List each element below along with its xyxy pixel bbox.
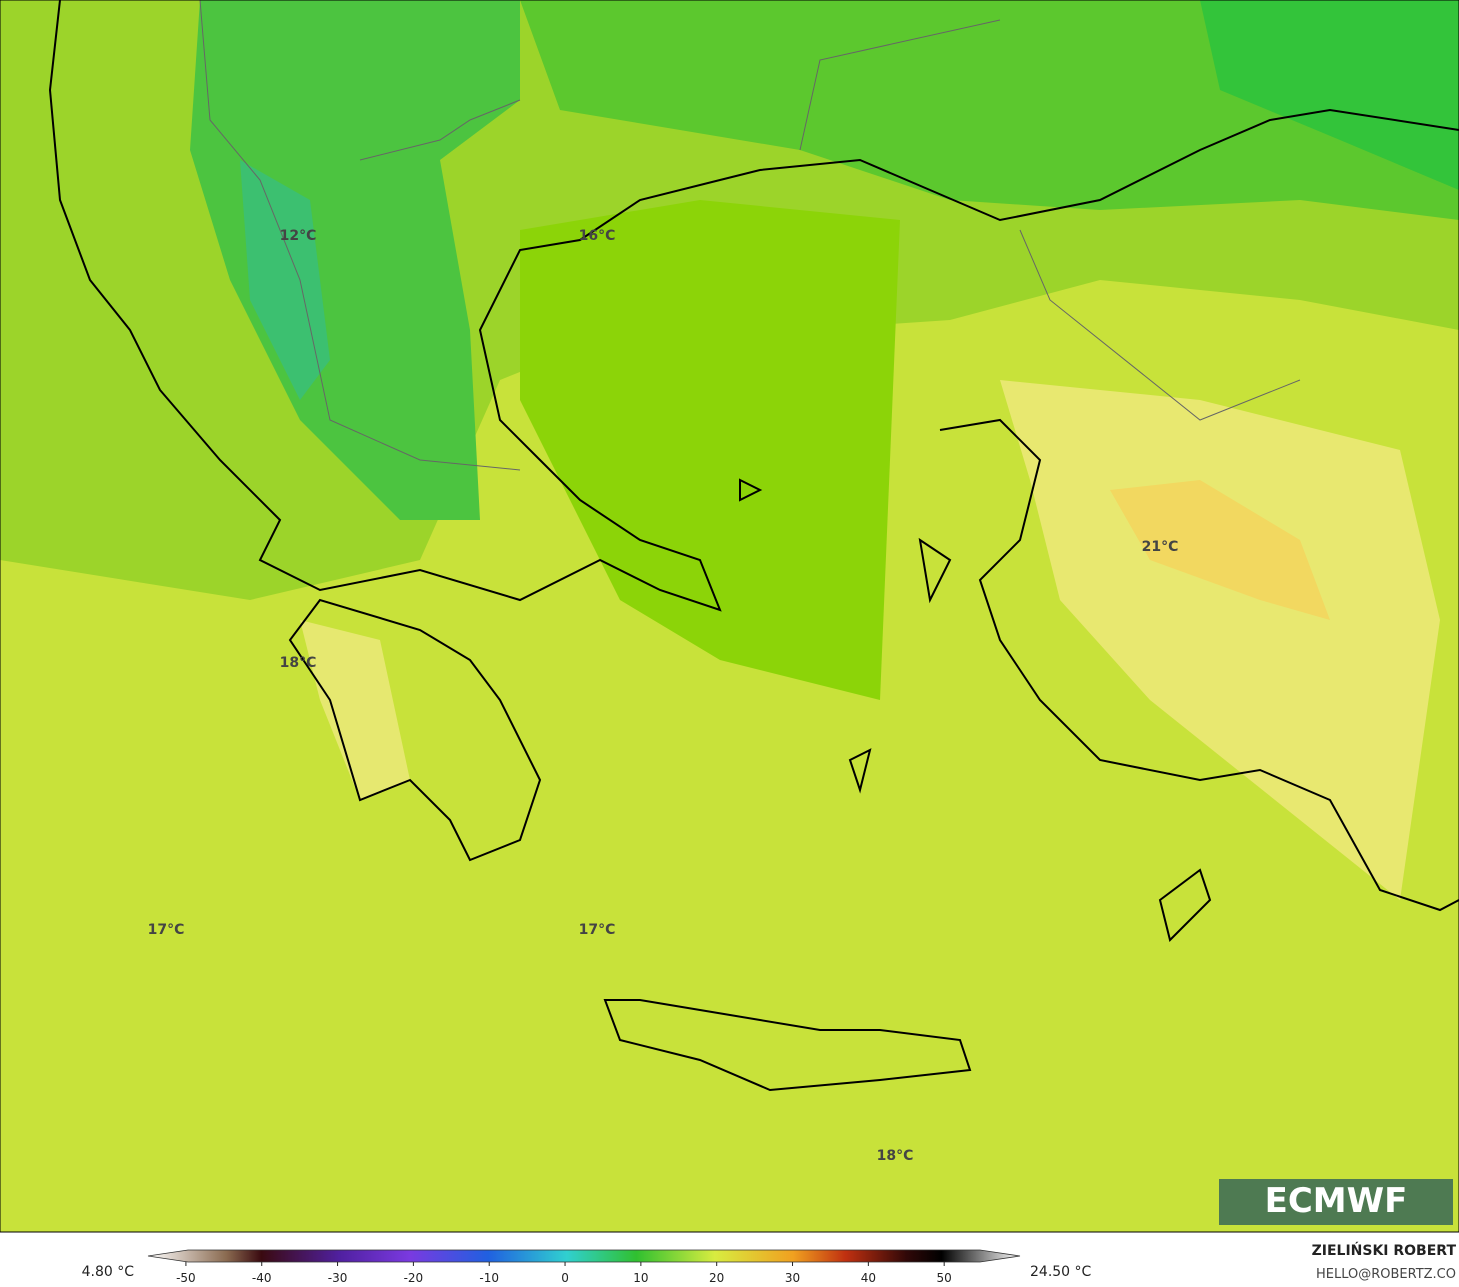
mountains xyxy=(190,0,520,520)
map-frame xyxy=(0,0,1459,1233)
logo-box xyxy=(1219,1179,1453,1225)
colorbar-tick-label: 10 xyxy=(633,1271,648,1285)
peloponnese-warm xyxy=(300,620,410,800)
temp-label: 18°C xyxy=(280,655,317,671)
temp-label: 17°C xyxy=(148,922,185,938)
anatolia-hot xyxy=(1110,480,1330,620)
colorbar-tick-label: -20 xyxy=(404,1271,424,1285)
logo-text: ECMWF xyxy=(1265,1181,1408,1221)
temp-label: 17°C xyxy=(579,922,616,938)
colorbar-tick-label: 50 xyxy=(937,1271,952,1285)
colorbar-tick-label: 30 xyxy=(785,1271,800,1285)
colorbar-tick-label: 40 xyxy=(861,1271,876,1285)
min-label: 4.80 °C xyxy=(82,1264,135,1280)
colorbar-tick-label: -50 xyxy=(176,1271,196,1285)
colorbar-tick-label: -10 xyxy=(479,1271,499,1285)
map: 12°C 16°C 21°C 18°C 17°C 17°C 18°C xyxy=(0,0,1459,1232)
crete xyxy=(603,999,972,1092)
logo: ECMWF xyxy=(1219,1179,1453,1225)
anatolia-warm xyxy=(1000,380,1440,900)
coastline-turkey xyxy=(939,418,1459,912)
colorbar-body xyxy=(147,1249,1021,1263)
colorbar: -50 -40 -30 -20 -10 0 10 20 30 40 50 xyxy=(147,1249,1021,1285)
temp-label: 12°C xyxy=(280,228,317,244)
temp-label: 18°C xyxy=(877,1148,914,1164)
borders xyxy=(199,0,1301,471)
email: HELLO@ROBERTZ.CO xyxy=(1316,1267,1456,1282)
rhodes xyxy=(1158,868,1212,942)
colorbar-tick-label: 20 xyxy=(709,1271,724,1285)
temp-label: 21°C xyxy=(1142,539,1179,555)
coastline-peloponnese xyxy=(288,598,542,862)
coastline xyxy=(48,0,1459,612)
temp-label: 16°C xyxy=(579,228,616,244)
colorbar-tick-label: -40 xyxy=(252,1271,272,1285)
max-label: 24.50 °C xyxy=(1030,1264,1092,1280)
author: ZIELIŃSKI ROBERT xyxy=(1312,1241,1457,1259)
mountains-cold xyxy=(240,160,330,400)
aegean xyxy=(520,200,900,700)
colorbar-tick-label: 0 xyxy=(561,1271,569,1285)
black-sea xyxy=(1200,0,1459,190)
colorbar-tick-label: -30 xyxy=(328,1271,348,1285)
islands xyxy=(739,478,952,794)
